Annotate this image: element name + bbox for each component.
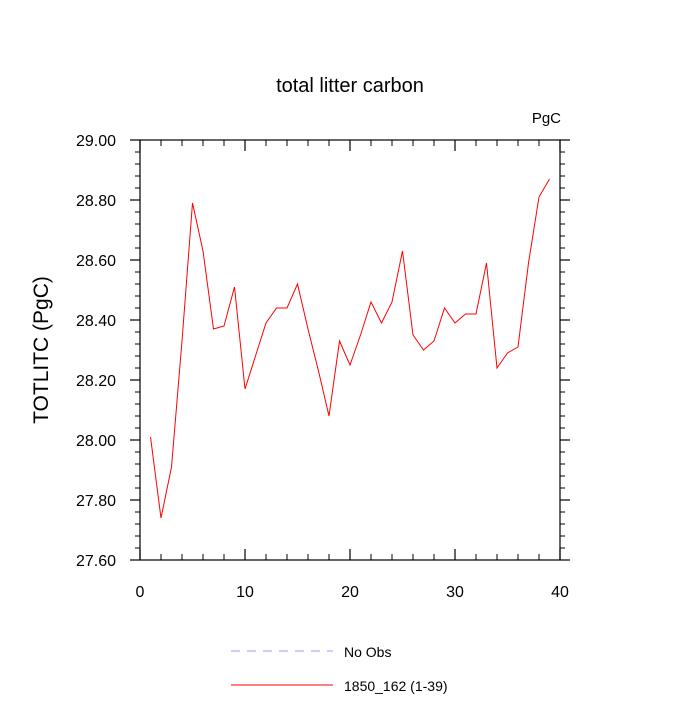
axis-ticks — [130, 139, 570, 561]
units-label: PgC — [532, 110, 561, 127]
y-tick-label: 28.80 — [76, 193, 116, 210]
legend-label: 1850_162 (1-39) — [344, 678, 448, 694]
plot-frame — [139, 139, 561, 561]
legend-label: No Obs — [344, 644, 391, 660]
x-tick-label: 0 — [136, 584, 145, 601]
x-tick-label: 10 — [236, 584, 254, 601]
y-tick-label: 28.40 — [76, 313, 116, 330]
series-line — [150, 178, 550, 519]
y-tick-label: 27.60 — [76, 553, 116, 570]
y-tick-label: 28.20 — [76, 373, 116, 390]
chart-title: total litter carbon — [276, 75, 424, 97]
y-tick-label: 28.60 — [76, 253, 116, 270]
series-lines — [150, 178, 550, 519]
legend: No Obs 1850_162 (1-39) — [231, 644, 448, 694]
y-tick-label: 27.80 — [76, 493, 116, 510]
y-tick-label: 28.00 — [76, 433, 116, 450]
y-axis-label: TOTLITC (PgC) — [30, 276, 53, 424]
x-tick-label: 20 — [341, 584, 359, 601]
x-tick-label: 30 — [446, 584, 464, 601]
x-tick-label: 40 — [551, 584, 569, 601]
y-tick-label: 29.00 — [76, 133, 116, 150]
axis-tick-labels: 0 10 20 30 40 27.60 27.80 28.00 28.20 28.40 28.60 2… — [76, 133, 569, 601]
